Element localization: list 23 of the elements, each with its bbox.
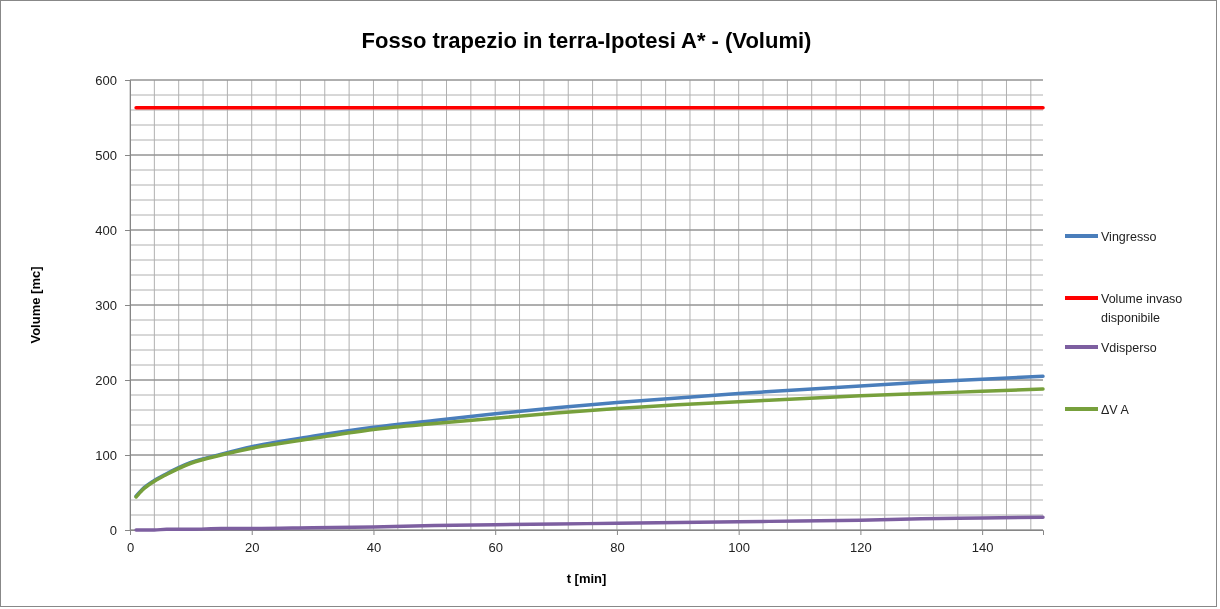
x-tick-label: 120 — [850, 540, 872, 556]
x-tick-label: 80 — [610, 540, 625, 556]
y-tick-label: 400 — [95, 222, 117, 238]
x-tick-label: 140 — [971, 540, 994, 556]
y-tick-label: 600 — [95, 72, 117, 88]
legend-label: Volume invaso disponibile — [1101, 291, 1183, 325]
y-tick-label: 100 — [95, 447, 117, 463]
x-tick-label: 20 — [245, 540, 260, 556]
y-tick-label: 300 — [95, 297, 117, 313]
x-tick-label: 40 — [366, 540, 382, 556]
line-series — [134, 515, 1045, 532]
y-tick-label: 200 — [95, 372, 117, 388]
chart-title: Fosso trapezio in terra-Ipotesi A* - (Volumi) — [361, 28, 812, 53]
x-tick-label: 60 — [488, 540, 503, 556]
x-tick-label: 100 — [728, 540, 751, 556]
legend-label: Vdisperso — [1101, 340, 1157, 355]
legend-label: Vingresso — [1101, 229, 1157, 244]
x-axis-title: t [min] — [566, 571, 607, 586]
y-axis-title: Volume [mc] — [28, 266, 43, 344]
y-tick-label: 500 — [95, 147, 117, 163]
x-tick-label: 0 — [126, 540, 135, 556]
y-tick-label: 0 — [109, 522, 117, 538]
legend-label: ΔV A — [1101, 402, 1130, 417]
